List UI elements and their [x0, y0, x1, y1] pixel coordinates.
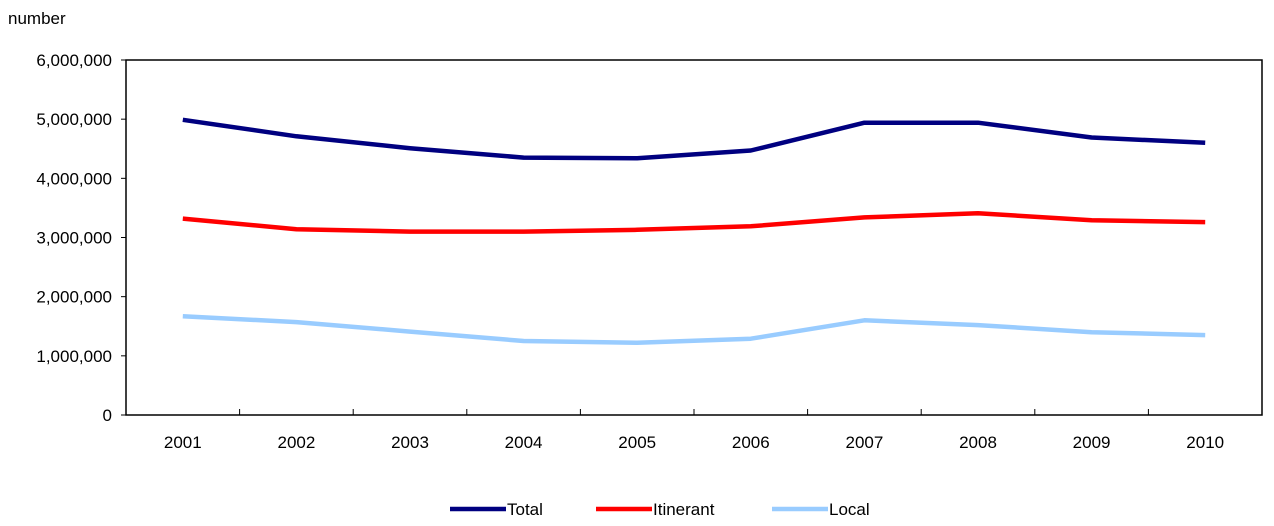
x-tick-label: 2003 [391, 433, 429, 452]
x-tick-label: 2010 [1186, 433, 1224, 452]
series-line-total [182, 117, 1206, 161]
x-tick-label: 2008 [959, 433, 997, 452]
y-tick-label: 0 [103, 406, 112, 425]
y-tick-label: 1,000,000 [36, 347, 112, 366]
x-tick-label: 2007 [845, 433, 883, 452]
x-tick-label: 2006 [732, 433, 770, 452]
y-axis-title: number [8, 9, 66, 28]
y-tick-label: 4,000,000 [36, 169, 112, 188]
legend-label-local: Local [829, 500, 870, 519]
x-tick-label: 2005 [618, 433, 656, 452]
legend-label-itinerant: Itinerant [653, 500, 715, 519]
plot-area: 0 1,000,000 2,000,000 3,000,000 4,000,000 5,0… [36, 51, 1263, 452]
y-tick-label: 6,000,000 [36, 51, 112, 70]
series-line-itinerant [182, 210, 1206, 234]
series-line-local [182, 313, 1206, 346]
plot-frame [125, 59, 1263, 416]
x-tick-label: 2001 [164, 433, 202, 452]
y-tick-label: 2,000,000 [36, 288, 112, 307]
legend: Total Itinerant Local [450, 500, 870, 519]
x-tick-label: 2009 [1073, 433, 1111, 452]
x-tick-label: 2004 [505, 433, 543, 452]
y-tick-label: 5,000,000 [36, 110, 112, 129]
x-tick-label: 2002 [277, 433, 315, 452]
legend-label-total: Total [507, 500, 543, 519]
y-tick-label: 3,000,000 [36, 229, 112, 248]
